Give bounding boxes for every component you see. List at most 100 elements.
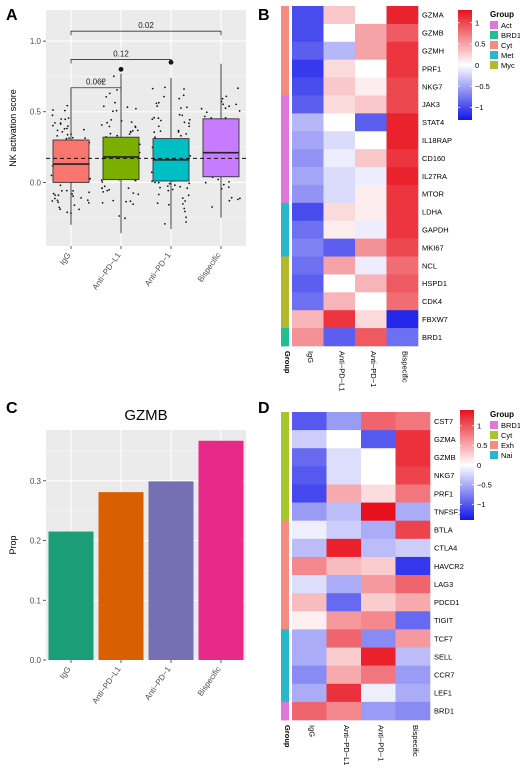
heatmap-cell [292, 184, 324, 204]
heatmap-cell [361, 575, 396, 594]
legend-label: Cyt [501, 41, 513, 50]
row-label: PRF1 [434, 489, 453, 498]
panel-c-barchart: GZMB 0.0 0.1 0.2 0.3 IgG Anti−PD−L1 Anti−PD−1 Bi… [8, 407, 246, 705]
row-label: MKI67 [422, 243, 444, 252]
colorbar-label: −0.5 [475, 82, 490, 91]
data-point [183, 207, 186, 210]
y-tick-label: 0.3 [30, 477, 42, 486]
data-point [72, 190, 74, 192]
data-point [68, 137, 70, 140]
heatmap-cell [292, 575, 327, 594]
row-label: NKG7 [434, 471, 454, 480]
group-annotation-cell [281, 77, 289, 96]
data-point [125, 200, 127, 203]
data-point [181, 197, 184, 200]
y-tick-label: 0.1 [30, 596, 42, 605]
x-tick-label: Anti−PD−1 [143, 251, 173, 288]
data-point [178, 97, 181, 100]
group-annotation-cell [281, 59, 289, 78]
group-annotation-cell [281, 167, 289, 186]
data-point [155, 102, 158, 105]
data-point [237, 198, 239, 201]
row-label: GZMH [422, 47, 444, 56]
data-point [71, 136, 74, 139]
data-point [227, 186, 230, 189]
data-point [228, 105, 231, 108]
legend-title: Group [490, 410, 514, 419]
data-point [61, 131, 64, 133]
data-point [156, 105, 159, 107]
data-point [106, 121, 108, 124]
heatmap-cell [386, 149, 419, 168]
group-annotation-cell [281, 328, 289, 347]
legend-label: Nai [501, 451, 513, 460]
heatmap-cell [361, 520, 396, 540]
heatmap-cell [361, 538, 396, 558]
data-point [54, 197, 56, 200]
colorbar [460, 410, 474, 520]
data-point [60, 118, 63, 120]
heatmap-cell [355, 328, 387, 347]
significance-bracket [70, 87, 122, 92]
data-point [130, 121, 133, 123]
legend-label: BRD1 [501, 421, 520, 430]
data-point [78, 208, 80, 211]
heatmap-cell [292, 520, 327, 540]
heatmap-cell [323, 256, 356, 275]
data-point [157, 181, 160, 184]
row-label: NCL [422, 261, 437, 270]
row-label: TIGIT [434, 616, 454, 625]
data-point [51, 114, 54, 117]
heatmap-cell [326, 611, 362, 630]
heatmap-cell [292, 665, 327, 685]
heatmap-cell [292, 328, 324, 347]
x-tick-label: IgG [58, 251, 73, 267]
heatmap-cell [326, 683, 362, 703]
heatmap-cell [361, 683, 396, 703]
row-label: BTLA [434, 526, 453, 535]
heatmap-cell [292, 256, 324, 275]
heatmap-cell [292, 556, 327, 576]
heatmap-cell [326, 556, 362, 576]
group-annotation-cell [281, 575, 289, 594]
heatmap-cell [386, 256, 419, 275]
data-point [73, 204, 76, 207]
row-label: GZMA [434, 435, 456, 444]
heatmap-cell [395, 484, 431, 503]
group-axis-label: Group [283, 725, 292, 748]
heatmap-cell [386, 131, 419, 150]
data-point [157, 125, 160, 128]
panel-label-b: B [258, 7, 270, 24]
colorbar-label: 0.5 [475, 40, 485, 49]
data-point [184, 210, 186, 213]
heatmap-cell [395, 611, 431, 630]
data-point [54, 194, 56, 197]
data-point [211, 206, 214, 208]
heatmap-cell [386, 6, 419, 25]
row-label: HAVCR2 [434, 562, 464, 571]
heatmap-cell [292, 593, 327, 612]
heatmap-cell [361, 593, 396, 612]
heatmap-cell [292, 538, 327, 558]
heatmap-cell [326, 466, 362, 485]
data-point [183, 121, 186, 124]
column-label: Anti−PD−L1 [342, 725, 351, 765]
data-point [57, 194, 60, 197]
data-point [167, 189, 170, 192]
data-point [134, 126, 137, 129]
heatmap-cell [355, 149, 387, 168]
heatmap-cell [323, 131, 356, 150]
heatmap-cell [386, 41, 419, 60]
heatmap-cell [361, 430, 396, 449]
data-point [54, 122, 56, 124]
legend-swatch [490, 431, 498, 439]
data-point [178, 113, 181, 116]
data-point [153, 116, 156, 119]
row-label: GAPDH [422, 225, 449, 234]
data-point [184, 200, 187, 202]
heatmap-cell [386, 95, 419, 114]
data-point [224, 107, 227, 110]
heatmap-cell [326, 430, 362, 449]
row-label: CST7 [434, 417, 453, 426]
row-label: GZMB [422, 29, 444, 38]
